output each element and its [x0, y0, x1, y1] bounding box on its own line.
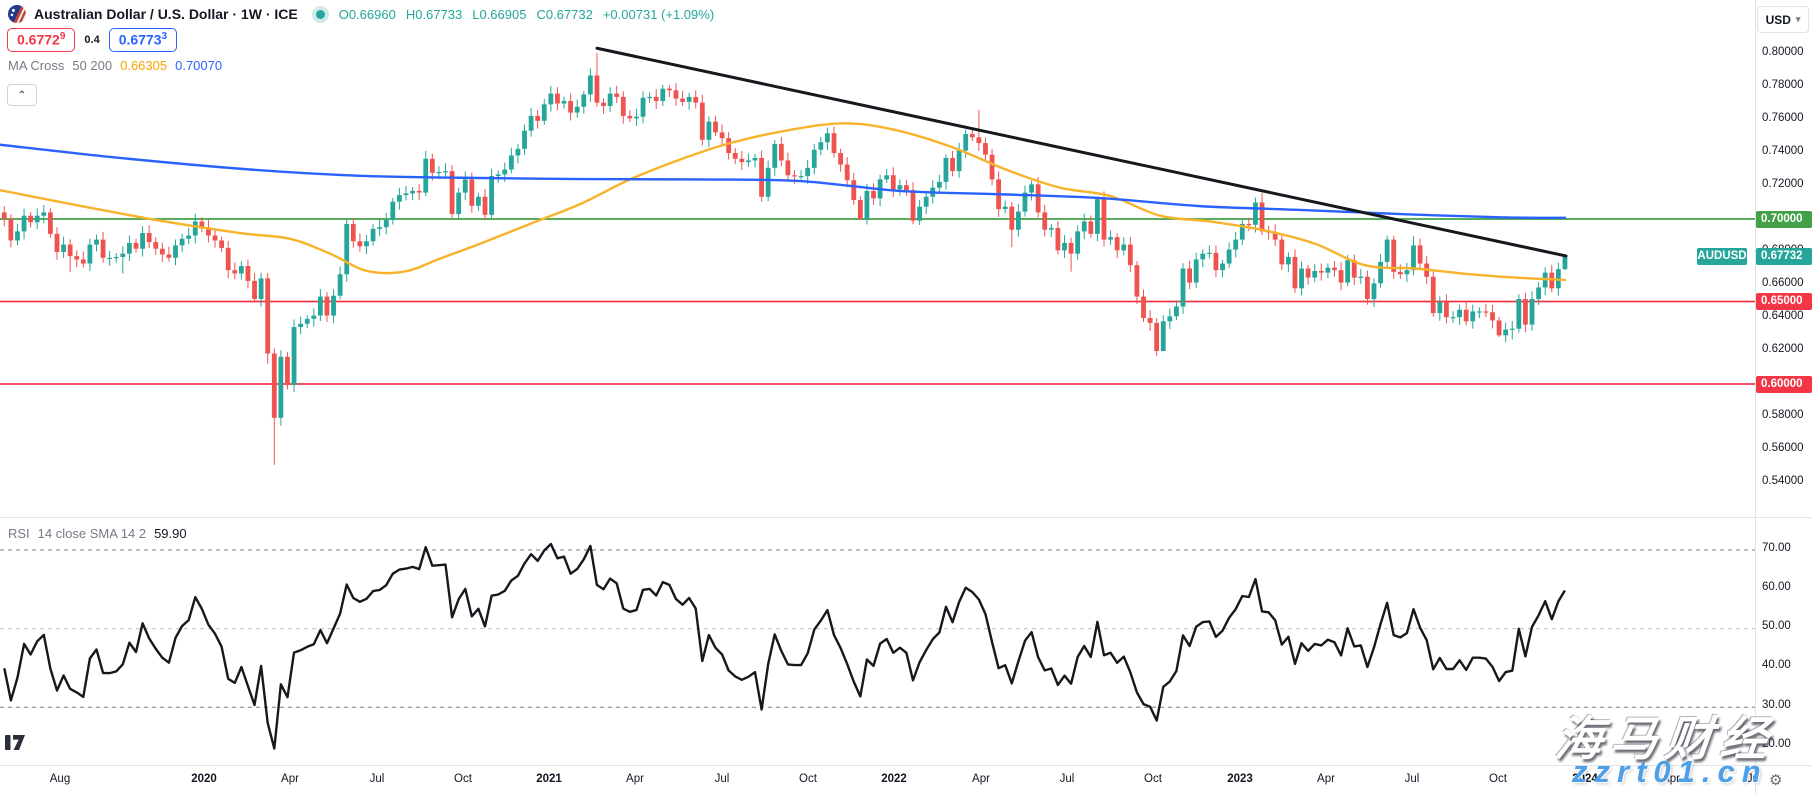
time-axis-divider: [0, 765, 1812, 766]
ohlc-close: C0.67732: [536, 6, 593, 22]
time-tick: Oct: [799, 773, 817, 785]
price-tick: 40.00: [1762, 659, 1791, 672]
symbol-flag-icon: [8, 5, 26, 23]
price-tick: 0.56000: [1762, 441, 1804, 454]
time-tick: Apr: [281, 773, 299, 785]
ma50-line: [0, 122, 1567, 282]
price-tick: 0.54000: [1762, 474, 1804, 487]
price-tick: 60.00: [1762, 580, 1791, 593]
indicator-params: 50 200: [72, 58, 113, 73]
time-tick: Aug: [49, 773, 71, 785]
axis-settings-gear-icon[interactable]: ⚙: [1769, 772, 1783, 789]
candles-layer: [1, 52, 1568, 465]
price-badge: 0.70000: [1756, 210, 1812, 228]
currency-selector[interactable]: USD ▾: [1757, 6, 1809, 33]
pane-divider[interactable]: [0, 517, 1812, 518]
buy-button[interactable]: 0.67733: [108, 28, 178, 52]
time-tick: Apr: [1662, 773, 1680, 785]
symbol-title[interactable]: Australian Dollar / U.S. Dollar · 1W · I…: [34, 6, 298, 22]
chevron-down-icon: ▾: [1795, 14, 1801, 24]
watermark-url: zzrt01.cn: [1572, 754, 1768, 789]
time-tick: Ju: [1746, 773, 1760, 785]
price-tick: 0.58000: [1762, 408, 1804, 421]
market-status-dot-icon: [315, 9, 325, 19]
rsi-params: 14 close SMA 14 2: [37, 526, 147, 541]
rsi-name: RSI: [8, 526, 30, 541]
time-tick: Oct: [454, 773, 472, 785]
spread-value: 0.4: [84, 33, 100, 46]
time-tick: 2024: [1572, 773, 1598, 785]
sell-button[interactable]: 0.67729: [7, 28, 76, 52]
time-tick: Oct: [1489, 773, 1507, 785]
time-tick: Jul: [714, 773, 730, 785]
time-tick: 2022: [881, 773, 907, 785]
rsi-value: 59.90: [154, 526, 187, 541]
tradingview-logo-icon[interactable]: [5, 735, 25, 750]
price-axis-separator: [1755, 0, 1756, 794]
price-tick: 20.00: [1762, 738, 1791, 750]
price-tick: 0.66000: [1762, 276, 1804, 289]
time-tick: Oct: [1144, 773, 1162, 785]
price-tick: 0.62000: [1762, 342, 1804, 355]
price-tick: 0.76000: [1762, 111, 1804, 124]
price-badge: 0.60000: [1756, 375, 1812, 393]
time-tick: Jul: [369, 773, 385, 785]
time-tick: Apr: [1317, 773, 1335, 785]
currency-label: USD: [1765, 12, 1791, 27]
ma50-value: 0.66305: [120, 58, 168, 73]
last-price-symbol-badge: AUDUSD: [1697, 247, 1747, 265]
time-axis[interactable]: Aug 2020 Apr Jul Oct 2021 Apr Jul Oct 2022 Apr Jul O…: [0, 766, 1812, 794]
rsi-line: [3, 542, 1566, 750]
symbol-header: Australian Dollar / U.S. Dollar · 1W · I…: [8, 5, 714, 23]
trendline: [595, 46, 1568, 258]
price-tick: 0.80000: [1762, 45, 1804, 58]
time-tick: 2021: [536, 773, 562, 785]
price-tick: 70.00: [1762, 541, 1791, 554]
ma200-line: [0, 143, 1567, 220]
rsi-legend[interactable]: RSI 14 close SMA 14 2 59.90: [8, 526, 187, 541]
ohlc-low: L0.66905: [472, 6, 527, 22]
quote-row: 0.67729 0.4 0.67733: [7, 28, 178, 52]
time-tick: 2023: [1227, 773, 1253, 785]
price-axis[interactable]: 0.800000.780000.760000.740000.720000.680…: [1756, 0, 1812, 765]
price-tick: 0.64000: [1762, 309, 1804, 322]
ohlc-change: +0.00731 (+1.09%): [602, 6, 715, 22]
collapse-legend-button[interactable]: ⌃: [7, 84, 37, 106]
time-tick: Apr: [972, 773, 990, 785]
chart-canvas[interactable]: [0, 0, 1756, 766]
ohlc-high: H0.67733: [405, 6, 463, 22]
ma200-value: 0.70070: [175, 58, 223, 73]
indicator-name: MA Cross: [8, 58, 65, 73]
time-tick: Jul: [1059, 773, 1075, 785]
price-tick: 50.00: [1762, 620, 1791, 633]
price-tick: 0.72000: [1762, 177, 1804, 190]
price-badge: 0.65000: [1756, 293, 1812, 310]
time-tick: 2020: [191, 773, 217, 785]
time-tick: Jul: [1404, 773, 1420, 785]
price-tick: 30.00: [1762, 698, 1791, 711]
price-tick: 0.78000: [1762, 78, 1804, 91]
price-badge: 0.67732: [1756, 247, 1812, 265]
indicator-legend[interactable]: MA Cross 50 200 0.66305 0.70070: [8, 58, 222, 73]
ohlc-readout: O0.66960 H0.67733 L0.66905 C0.67732 +0.0…: [339, 7, 714, 22]
price-tick: 0.74000: [1762, 144, 1804, 157]
time-tick: Apr: [626, 773, 644, 785]
ohlc-open: O0.66960: [338, 6, 396, 22]
